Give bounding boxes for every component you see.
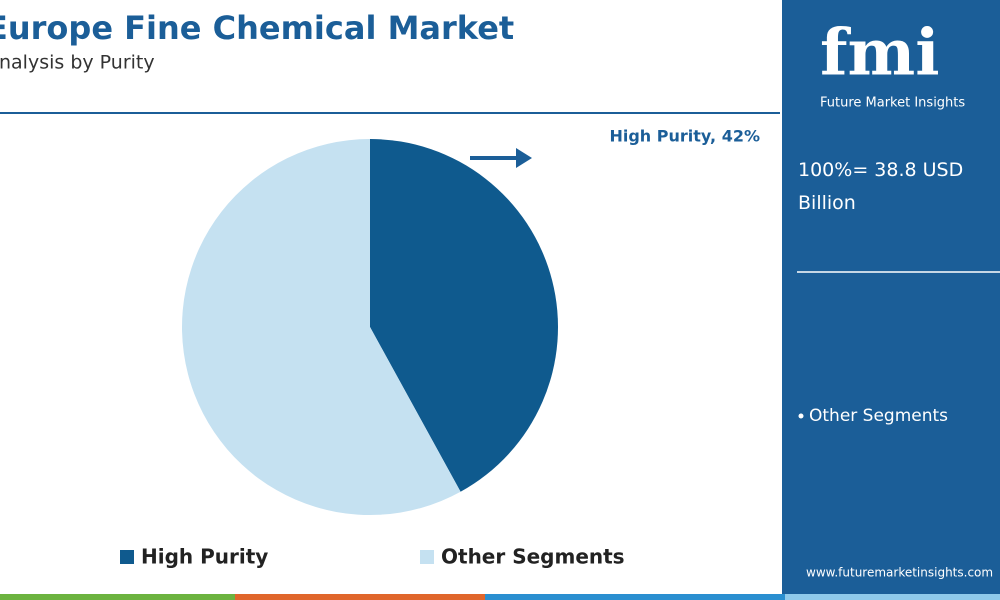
data-label: High Purity, 42% xyxy=(609,127,760,146)
chart-subtitle: Analysis by Purity xyxy=(0,52,155,74)
side-note: Other Segments xyxy=(809,406,948,426)
legend-swatch xyxy=(420,550,434,564)
legend-label: High Purity xyxy=(141,545,268,569)
brand-url: www.futuremarketinsights.com xyxy=(806,566,993,580)
bullet xyxy=(798,413,804,419)
total-label: 100%= 38.8 USD Billion xyxy=(798,159,964,214)
legend-swatch xyxy=(120,550,134,564)
strip xyxy=(785,594,1000,600)
legend-label: Other Segments xyxy=(441,545,625,569)
side-panel xyxy=(782,0,1000,600)
label-arrow-head xyxy=(516,148,532,168)
pie-slice xyxy=(370,139,558,492)
pie-slice xyxy=(181,139,461,516)
chart-title: Europe Fine Chemical Market xyxy=(0,9,514,47)
brand-name: Future Market Insights xyxy=(820,96,965,111)
logo: fmi xyxy=(820,16,940,91)
strip xyxy=(235,594,485,600)
strip xyxy=(0,594,235,600)
strip xyxy=(485,594,785,600)
